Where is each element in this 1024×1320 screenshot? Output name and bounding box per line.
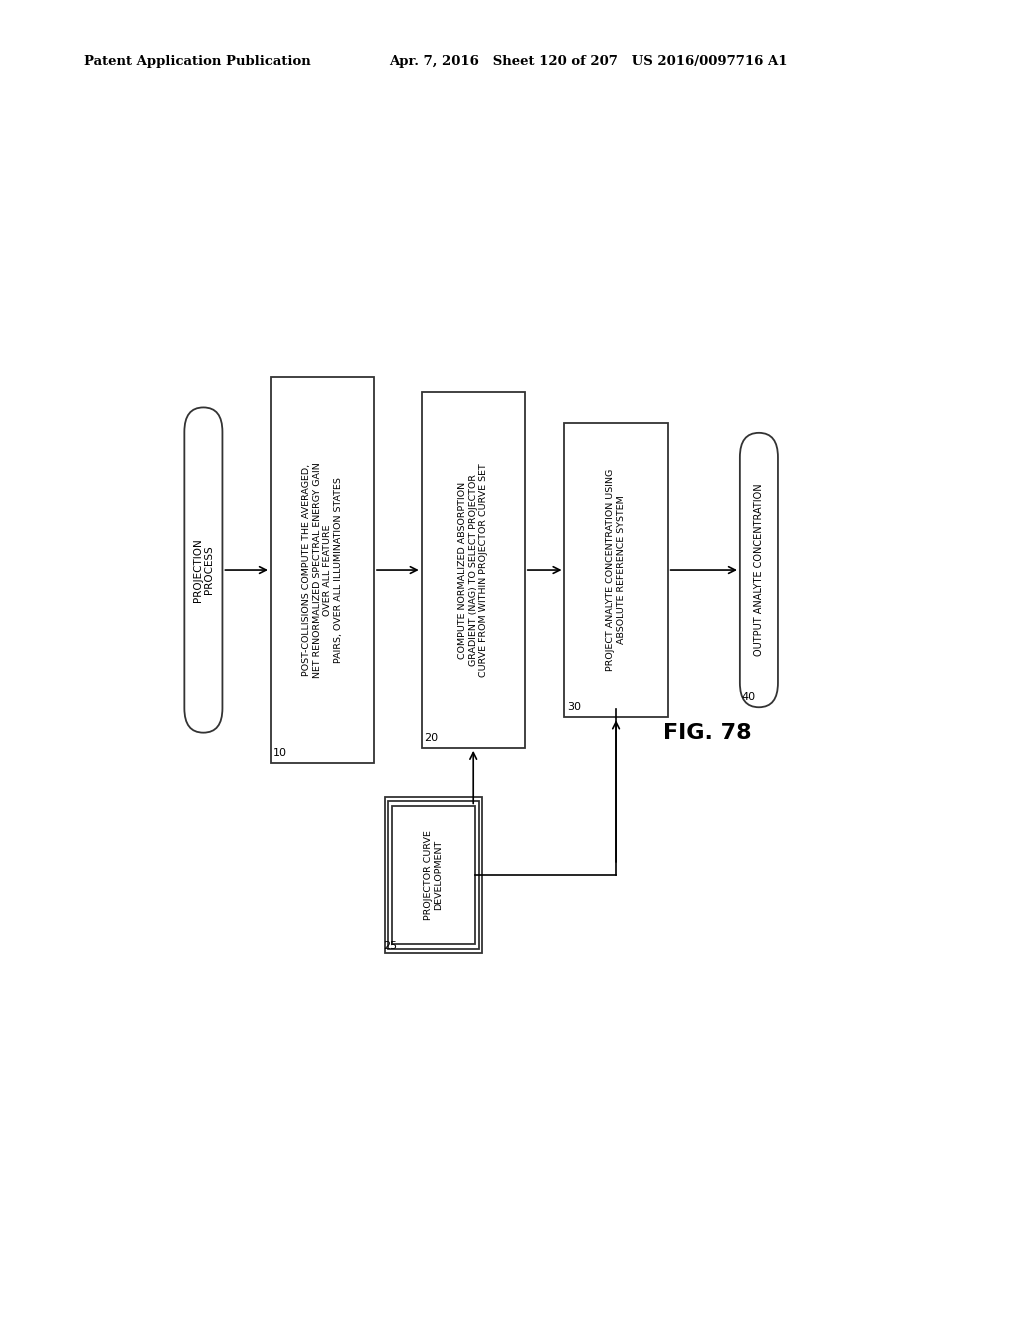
Text: FIG. 78: FIG. 78 — [663, 722, 752, 743]
FancyBboxPatch shape — [740, 433, 778, 708]
FancyBboxPatch shape — [184, 408, 222, 733]
FancyBboxPatch shape — [270, 378, 374, 763]
Text: Patent Application Publication: Patent Application Publication — [84, 55, 310, 69]
FancyBboxPatch shape — [388, 801, 479, 949]
Text: Apr. 7, 2016   Sheet 120 of 207   US 2016/0097716 A1: Apr. 7, 2016 Sheet 120 of 207 US 2016/00… — [389, 55, 787, 69]
Text: 20: 20 — [424, 733, 438, 743]
Text: OUTPUT ANALYTE CONCENTRATION: OUTPUT ANALYTE CONCENTRATION — [754, 483, 764, 656]
Text: PROJECTOR CURVE
DEVELOPMENT: PROJECTOR CURVE DEVELOPMENT — [424, 830, 443, 920]
FancyBboxPatch shape — [385, 797, 482, 953]
Text: 10: 10 — [273, 748, 287, 758]
FancyBboxPatch shape — [422, 392, 524, 748]
Text: 30: 30 — [567, 702, 581, 713]
Text: PROJECT ANALYTE CONCENTRATION USING
ABSOLUTE REFERENCE SYSTEM: PROJECT ANALYTE CONCENTRATION USING ABSO… — [606, 469, 626, 671]
Text: PROJECTION
PROCESS: PROJECTION PROCESS — [193, 539, 214, 602]
Text: 40: 40 — [741, 692, 756, 702]
Text: 25: 25 — [383, 941, 397, 950]
Text: COMPUTE NORMALIZED ABSORPTION
GRADIENT (NAG) TO SELECT PROJECTOR
CURVE FROM WITH: COMPUTE NORMALIZED ABSORPTION GRADIENT (… — [459, 463, 488, 677]
FancyBboxPatch shape — [392, 807, 475, 944]
Text: POST-COLLISIONS COMPUTE THE AVERAGED,
NET RENORMALIZED SPECTRAL ENERGY GAIN
OVER: POST-COLLISIONS COMPUTE THE AVERAGED, NE… — [302, 462, 343, 678]
FancyBboxPatch shape — [564, 422, 668, 718]
